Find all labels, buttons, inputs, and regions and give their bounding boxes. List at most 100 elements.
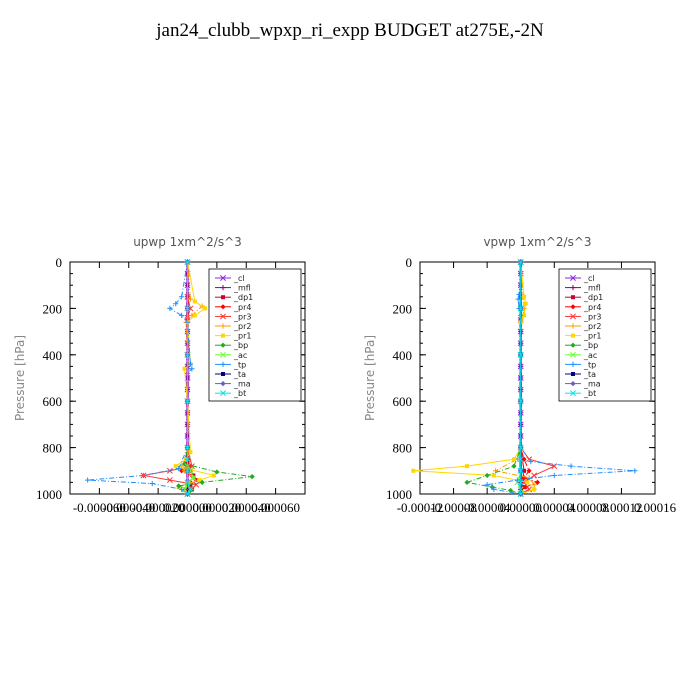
series-point xyxy=(517,456,524,463)
legend-label: _tp xyxy=(233,360,246,369)
legend-label: _bt xyxy=(583,389,596,398)
legend-label: _pr4 xyxy=(233,303,251,312)
legend-marker xyxy=(570,361,576,367)
series-point xyxy=(211,473,216,478)
series-point xyxy=(517,351,524,358)
x-tick-label: 0.00004 xyxy=(533,500,576,515)
series-point xyxy=(184,351,191,358)
series-point xyxy=(167,305,173,311)
series-point xyxy=(522,313,527,318)
legend-label: _pr3 xyxy=(583,312,601,321)
upwp-chart: upwp 1xm^2/s^3 Pressure [hPa] 0 200 400 600 80… xyxy=(13,235,306,515)
series-point xyxy=(525,480,530,485)
series-point xyxy=(528,458,534,465)
series-point xyxy=(194,478,199,483)
series-line xyxy=(176,262,253,495)
legend-label: _dp1 xyxy=(583,293,603,302)
legend-label: _cl xyxy=(583,274,595,283)
series-point xyxy=(531,472,538,479)
legend-marker xyxy=(570,285,576,291)
y-tick-label: 600 xyxy=(43,394,63,409)
series-point xyxy=(484,482,490,488)
legend-marker xyxy=(570,323,576,329)
series-line xyxy=(187,262,191,495)
legend-label: _bp xyxy=(233,341,248,350)
legend-marker xyxy=(220,313,226,320)
series-point xyxy=(491,486,497,492)
series-point xyxy=(166,467,173,474)
x-tick-label: 0.00000 xyxy=(500,500,542,515)
chart-title: vpwp 1xm^2/s^3 xyxy=(483,235,591,249)
series-point xyxy=(517,479,524,486)
y-tick-label: 800 xyxy=(393,441,413,456)
x-tick-label: 0.000020 xyxy=(193,500,242,515)
series-point xyxy=(517,467,524,474)
series-point xyxy=(181,486,188,493)
series-point xyxy=(184,491,191,497)
series-point xyxy=(187,479,194,485)
series-point xyxy=(517,259,524,265)
legend-marker xyxy=(570,351,576,358)
legend-label: _cl xyxy=(233,274,245,283)
series-point xyxy=(568,463,574,469)
series-point xyxy=(184,457,189,462)
y-tick-label: 600 xyxy=(393,394,413,409)
legend-marker xyxy=(220,323,226,329)
series-point xyxy=(489,484,495,490)
series-point xyxy=(526,486,533,493)
series-point xyxy=(179,468,185,474)
y-tick-label: 200 xyxy=(393,301,413,316)
series-point xyxy=(179,312,185,318)
series-point xyxy=(149,480,155,487)
series-point xyxy=(192,313,197,318)
legend-label: _pr2 xyxy=(583,322,601,331)
series-point xyxy=(632,468,638,474)
x-tick-label: 0.00016 xyxy=(634,500,677,515)
series-point xyxy=(184,259,191,265)
series-tp xyxy=(85,259,195,497)
series-point xyxy=(517,444,524,451)
y-tick-label: 800 xyxy=(43,441,63,456)
series-point xyxy=(176,465,182,472)
y-tick-label: 200 xyxy=(43,301,63,316)
series-point xyxy=(184,456,191,463)
series-point xyxy=(534,479,541,485)
y-tick-label: 0 xyxy=(56,255,63,270)
series-point xyxy=(523,301,528,306)
series-point xyxy=(192,299,197,304)
series-point xyxy=(179,486,185,492)
legend-marker xyxy=(220,361,226,367)
series-point xyxy=(173,464,178,469)
series-point xyxy=(484,472,490,479)
x-tick-label: -0.00012 xyxy=(397,500,444,515)
legend-marker xyxy=(221,333,225,338)
series-bt xyxy=(517,259,524,497)
series-point xyxy=(188,450,193,455)
legend-marker xyxy=(220,285,226,291)
y-tick-label: 400 xyxy=(393,348,413,363)
legend-label: _pr2 xyxy=(233,322,251,331)
y-tick-label: 1000 xyxy=(386,487,412,502)
series-point xyxy=(532,487,537,492)
x-tick-label: 0.00012 xyxy=(600,500,642,515)
series-point xyxy=(190,474,197,481)
series-point xyxy=(184,444,191,451)
y-tick-label: 0 xyxy=(406,255,413,270)
legend-label: _ac xyxy=(583,351,597,360)
x-tick-label: 0.000040 xyxy=(222,500,271,515)
legend-label: _pr1 xyxy=(233,332,251,341)
x-tick-label: -0.00008 xyxy=(430,500,477,515)
series-point xyxy=(166,477,173,484)
x-tick-label: -0.000060 xyxy=(73,500,126,515)
legend-marker xyxy=(571,333,575,338)
y-axis-label: Pressure [hPa] xyxy=(13,335,27,421)
series-point xyxy=(511,463,517,469)
series-point xyxy=(512,457,516,462)
legend-marker xyxy=(221,295,225,300)
legend-label: _ta xyxy=(583,370,596,379)
series-bt xyxy=(184,259,194,497)
legend-label: _ac xyxy=(233,351,247,360)
figure-title: jan24_clubb_wpxp_ri_expp BUDGET at275E,-… xyxy=(156,20,544,41)
chart-title: upwp 1xm^2/s^3 xyxy=(133,235,242,249)
legend-marker xyxy=(570,275,576,281)
